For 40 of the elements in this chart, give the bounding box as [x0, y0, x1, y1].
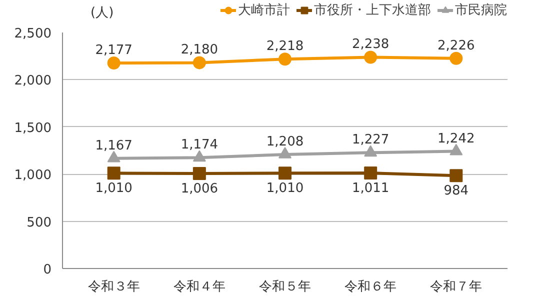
y-tick-label: 1,500: [14, 120, 52, 136]
data-label: 1,010: [266, 181, 304, 196]
x-tick-label: 令和５年: [259, 280, 311, 294]
y-axis-title: (人): [90, 6, 114, 20]
x-tick-label: 令和４年: [173, 280, 226, 294]
data-label: 1,010: [95, 181, 132, 196]
legend-label: 市役所・上下水道部: [314, 2, 431, 19]
data-label: 2,177: [95, 42, 132, 58]
data-label: 1,006: [180, 182, 218, 197]
legend-label: 市民病院: [455, 2, 507, 19]
point: [192, 56, 206, 70]
data-label: 1,174: [180, 138, 218, 153]
data-label: 1,242: [438, 131, 475, 146]
point: [107, 56, 120, 70]
x-tick-label: 令和６年: [344, 280, 397, 294]
y-tick-label: 500: [26, 215, 52, 230]
data-label: 2,180: [180, 42, 218, 58]
data-label: 984: [444, 184, 469, 199]
x-tick-label: 令和３年: [88, 280, 140, 294]
data-label: 2,238: [352, 37, 390, 52]
x-tick-label: 令和７年: [430, 280, 482, 294]
data-label: 1,208: [266, 134, 304, 150]
data-label: 1,227: [352, 132, 390, 148]
point: [450, 169, 463, 182]
y-tick-label: 2,000: [14, 74, 52, 89]
y-tick-label: 2,500: [14, 26, 52, 42]
point: [364, 50, 378, 64]
point: [364, 166, 378, 180]
point: [278, 52, 292, 66]
data-label: 2,226: [438, 38, 475, 54]
point: [192, 167, 206, 180]
point: [107, 166, 120, 180]
point: [278, 166, 292, 180]
y-tick-label: 1,000: [14, 168, 52, 184]
data-label: 1,167: [95, 138, 132, 154]
legend-label: 大崎市計: [238, 2, 290, 19]
data-label: 1,011: [352, 181, 390, 196]
point: [450, 52, 463, 65]
data-label: 2,218: [266, 39, 304, 54]
y-tick-label: 0: [43, 262, 52, 278]
